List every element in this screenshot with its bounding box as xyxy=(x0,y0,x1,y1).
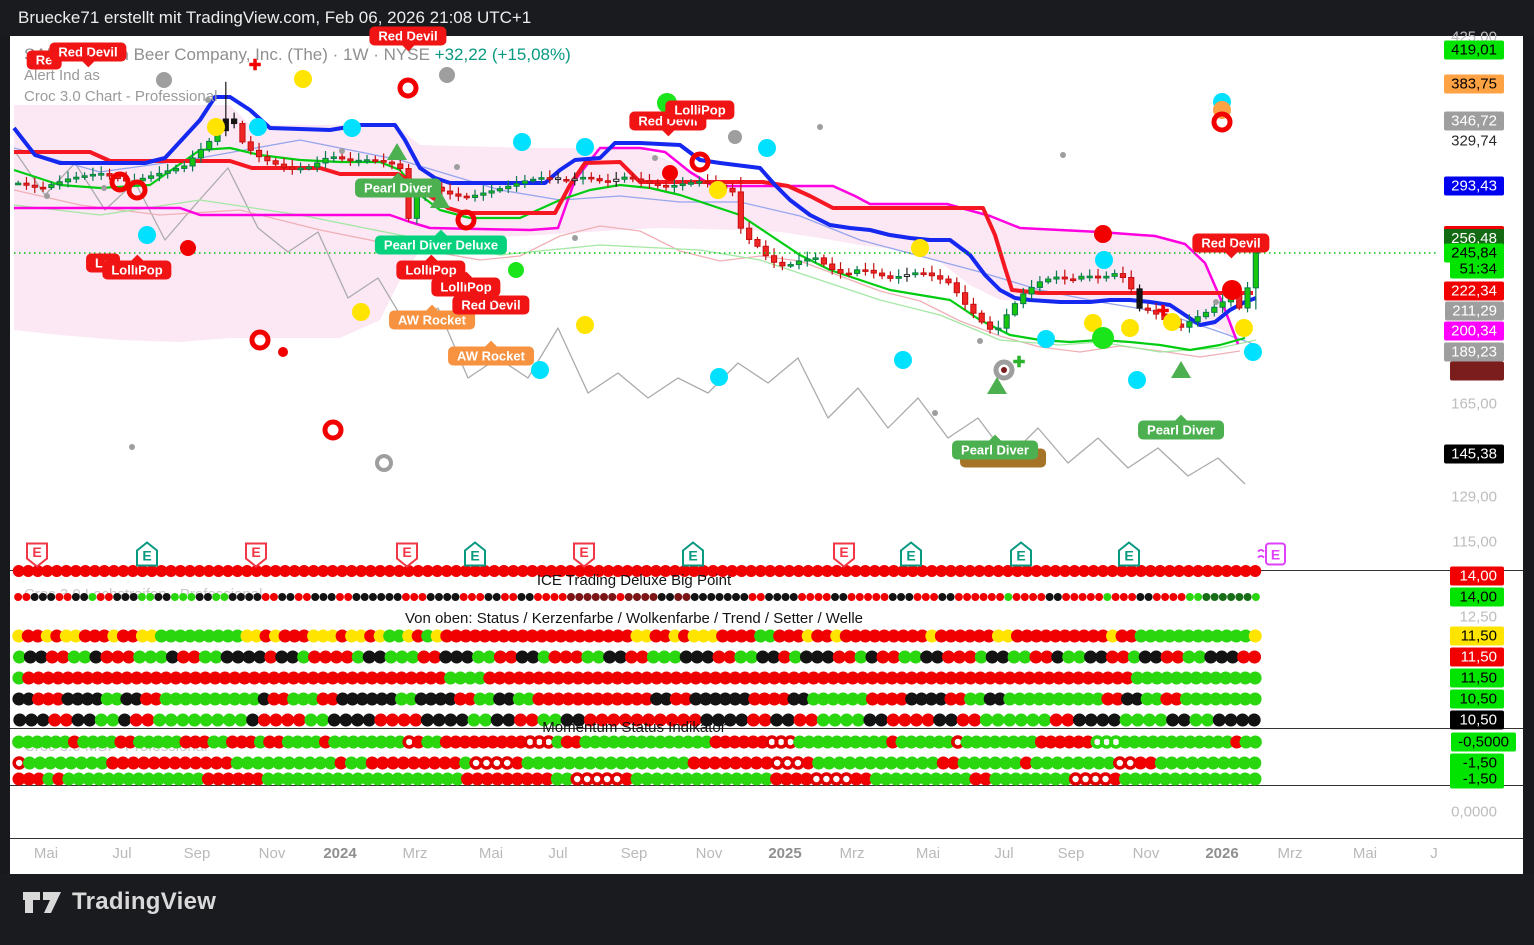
svg-text:E: E xyxy=(402,544,411,560)
price-axis-label[interactable] xyxy=(1450,361,1504,381)
price-axis-label[interactable]: 329,74 xyxy=(1451,132,1497,150)
earnings-badge-teal[interactable]: E xyxy=(680,541,706,574)
time-axis-label[interactable]: Nov xyxy=(258,845,286,862)
signal-callout[interactable]: Red Devil xyxy=(1192,233,1270,259)
svg-text:E: E xyxy=(579,544,588,560)
time-axis-label[interactable]: Mai xyxy=(33,845,59,862)
time-axis-label[interactable]: Sep xyxy=(620,845,648,862)
alert-indicator-label[interactable]: Alert Ind as xyxy=(24,67,100,84)
tradingview-brand-text: TradingView xyxy=(72,888,217,915)
time-axis-label[interactable]: Mrz xyxy=(839,845,865,862)
msi-watermark: Croc 3.0 MSI - Professional xyxy=(24,738,208,755)
earnings-badge-teal[interactable]: E xyxy=(1008,541,1034,574)
time-axis-label[interactable]: Jul xyxy=(112,845,132,862)
signal-callout[interactable]: Pearl Diver Deluxe xyxy=(374,229,508,255)
earnings-badge-teal[interactable]: E xyxy=(462,541,488,574)
svg-text:E: E xyxy=(839,544,848,560)
earnings-badge-teal[interactable]: E xyxy=(1116,541,1142,574)
time-axis-label[interactable]: Sep xyxy=(1057,845,1085,862)
price-axis-label[interactable]: 222,34 xyxy=(1444,281,1504,301)
price-axis-label[interactable]: 10,50 xyxy=(1450,689,1504,709)
price-axis-label[interactable]: 115,00 xyxy=(1452,533,1497,551)
msi-pane-title: Momentum Status Indikator xyxy=(542,719,726,736)
top-bar: Bruecke71 erstellt mit TradingView.com, … xyxy=(0,0,1534,36)
time-axis-label[interactable]: Mai xyxy=(478,845,504,862)
svg-text:E: E xyxy=(470,548,479,564)
time-axis-label[interactable]: Nov xyxy=(1132,845,1160,862)
svg-text:E: E xyxy=(251,544,260,560)
price-axis-label[interactable]: 256,48 xyxy=(1444,226,1504,248)
price-axis-label[interactable]: 245,84 xyxy=(1444,243,1504,263)
time-axis-label[interactable]: J xyxy=(1430,845,1438,862)
time-axis-label[interactable]: Mrz xyxy=(402,845,428,862)
signal-callout[interactable]: Pearl Diver xyxy=(1138,414,1224,440)
price-axis-label[interactable]: 0,0000 xyxy=(1451,803,1497,821)
price-axis-label[interactable]: 11,50 xyxy=(1450,647,1504,667)
price-axis-label[interactable]: 165,00 xyxy=(1451,395,1497,413)
price-axis-label[interactable]: 419,01 xyxy=(1444,40,1504,60)
price-axis-label[interactable]: 12,50 xyxy=(1459,608,1497,626)
price-axis-label[interactable]: 14,00 xyxy=(1450,566,1504,586)
signal-callout[interactable]: LolliPop xyxy=(102,254,172,280)
earnings-badge-red[interactable]: E xyxy=(243,541,269,574)
price-axis-label[interactable]: 10,50 xyxy=(1450,710,1504,730)
svg-text:E: E xyxy=(142,548,151,564)
earnings-badge-magenta[interactable]: E xyxy=(1257,541,1287,574)
signal-callout[interactable]: Red Devil xyxy=(452,289,530,315)
lochstreifen-watermark: Croc 3.0 Lochstreifen - Professional xyxy=(24,586,263,603)
price-change: +32,22 (+15,08%) xyxy=(434,45,571,64)
price-axis-label[interactable]: 11,50 xyxy=(1450,626,1504,646)
earnings-badge-red[interactable]: E xyxy=(831,541,857,574)
price-axis-label[interactable]: 211,29 xyxy=(1445,301,1504,321)
time-axis-label[interactable]: 2025 xyxy=(768,845,802,862)
price-axis-label[interactable]: 14,00 xyxy=(1450,587,1504,607)
price-axis-label[interactable]: 51:34 xyxy=(1450,259,1504,279)
svg-text:E: E xyxy=(32,544,41,560)
signal-callout[interactable]: Pearl Diver xyxy=(355,172,441,198)
earnings-badge-teal[interactable]: E xyxy=(134,541,160,574)
svg-text:E: E xyxy=(1124,548,1133,564)
price-axis-label[interactable]: 129,00 xyxy=(1451,488,1497,506)
price-axis-label[interactable]: 383,75 xyxy=(1444,74,1504,94)
svg-text:E: E xyxy=(1271,547,1280,563)
time-axis-label[interactable]: Nov xyxy=(695,845,723,862)
price-axis-label[interactable]: 11,50 xyxy=(1450,668,1504,688)
time-axis-label[interactable]: Mrz xyxy=(1277,845,1303,862)
earnings-badge-red[interactable]: E xyxy=(571,541,597,574)
signal-callout[interactable]: AW Rocket xyxy=(448,340,534,366)
tradingview-brand[interactable]: TradingView xyxy=(22,888,216,916)
price-axis-label[interactable]: 293,43 xyxy=(1444,176,1504,196)
chart-panel[interactable] xyxy=(10,36,1523,874)
croc-chart-label[interactable]: Croc 3.0 Chart - Professional xyxy=(24,88,218,105)
earnings-badge-teal[interactable]: E xyxy=(898,541,924,574)
svg-text:E: E xyxy=(1016,548,1025,564)
signal-callout[interactable]: Red Devil xyxy=(49,42,127,68)
ice-pane-subtitle: Von oben: Status / Kerzenfarbe / Wolkenf… xyxy=(404,610,864,627)
price-axis-label[interactable]: -1,50 xyxy=(1450,769,1504,789)
earnings-badge-red[interactable]: E xyxy=(394,541,420,574)
earnings-badge-red[interactable]: E xyxy=(24,541,50,574)
price-axis-label[interactable]: 200,34 xyxy=(1444,321,1504,341)
price-axis-label[interactable]: 346,72 xyxy=(1444,111,1504,131)
footer-bar: TradingView xyxy=(0,874,1534,945)
signal-callout[interactable]: LolliPop xyxy=(665,100,735,126)
time-axis-label[interactable]: 2024 xyxy=(323,845,357,862)
signal-callout[interactable]: Pearl Diver xyxy=(952,434,1038,460)
price-axis-label[interactable]: 189,23 xyxy=(1444,342,1504,362)
time-axis-label[interactable]: 2026 xyxy=(1205,845,1239,862)
svg-text:E: E xyxy=(688,548,697,564)
signal-callout[interactable]: Red Devil xyxy=(369,26,447,52)
attribution-text: Bruecke71 erstellt mit TradingView.com, … xyxy=(18,8,532,27)
price-axis-label[interactable]: -1,50 xyxy=(1450,753,1504,773)
time-axis-label[interactable]: Mai xyxy=(915,845,941,862)
svg-text:E: E xyxy=(906,548,915,564)
price-axis-label[interactable]: -0,5000 xyxy=(1451,732,1516,752)
time-axis-label[interactable]: Jul xyxy=(548,845,568,862)
price-axis-label[interactable]: 145,38 xyxy=(1444,444,1504,464)
time-axis-label[interactable]: Sep xyxy=(183,845,211,862)
ice-pane-title: ICE Trading Deluxe Big Point xyxy=(536,572,732,589)
tradingview-logo-icon xyxy=(23,891,61,913)
time-axis-label[interactable]: Jul xyxy=(994,845,1014,862)
time-axis-label[interactable]: Mai xyxy=(1352,845,1378,862)
